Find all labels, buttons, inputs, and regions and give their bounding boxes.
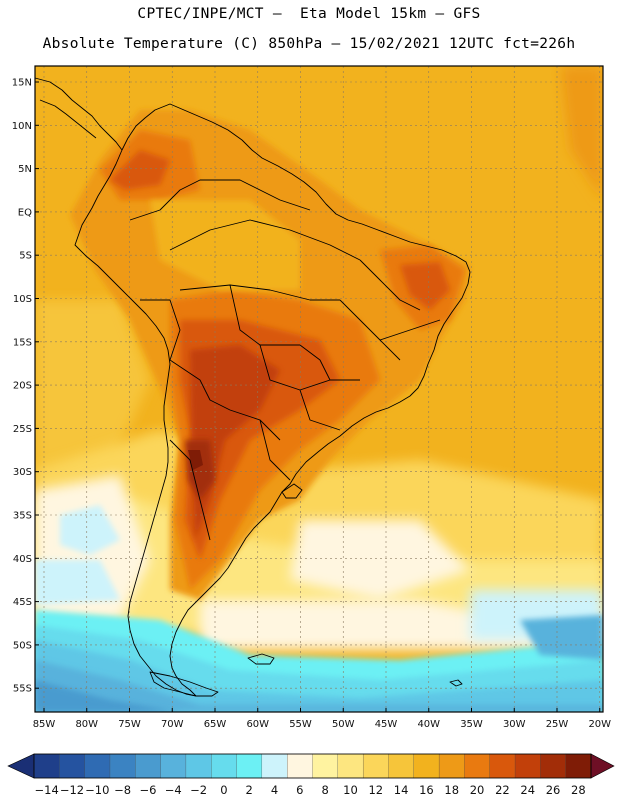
colorbar-swatch xyxy=(160,753,187,779)
colorbar-swatch xyxy=(337,753,364,779)
colorbar-label: −10 xyxy=(85,783,109,797)
lat-tick-label: 15S xyxy=(13,337,32,348)
colorbar-label: −2 xyxy=(190,783,207,797)
colorbar-swatch xyxy=(438,753,465,779)
colorbar-swatch xyxy=(464,753,491,779)
map-title-line2: Absolute Temperature (C) 850hPa – 15/02/… xyxy=(42,36,576,52)
lat-tick-label: 5S xyxy=(19,251,32,262)
colorbar-swatch xyxy=(565,753,592,779)
lon-tick-label: 70W xyxy=(161,719,184,730)
colorbar-swatch xyxy=(59,753,86,779)
colorbar-swatch xyxy=(33,753,60,779)
lat-tick-label: 25S xyxy=(13,424,32,435)
colorbar-swatch xyxy=(362,753,389,779)
colorbar-swatch xyxy=(514,753,541,779)
lon-tick-label: 75W xyxy=(118,719,141,730)
colorbar-label: 20 xyxy=(470,783,485,797)
lon-tick-label: 65W xyxy=(204,719,227,730)
coastline-and-borders xyxy=(34,77,471,697)
longitude-axis: 85W 80W 75W 70W 65W 60W 55W 50W 45W 40W 35W 30W 25W 2… xyxy=(33,708,611,730)
lon-tick-label: 40W xyxy=(417,719,440,730)
colorbar-label: 18 xyxy=(444,783,459,797)
lat-tick-label: 35S xyxy=(13,511,32,522)
map-frame xyxy=(34,65,604,713)
colorbar-label: 16 xyxy=(419,783,434,797)
colorbar-label: 4 xyxy=(271,783,278,797)
colorbar-label: 6 xyxy=(296,783,303,797)
lon-tick-label: 30W xyxy=(503,719,526,730)
colorbar-label: −8 xyxy=(114,783,131,797)
colorbar-label: 12 xyxy=(368,783,383,797)
colorbar-swatch xyxy=(185,753,212,779)
lon-tick-label: 35W xyxy=(460,719,483,730)
colorbar-swatch xyxy=(312,753,339,779)
colorbar-swatch xyxy=(287,753,313,779)
lon-tick-label: 55W xyxy=(289,719,312,730)
colorbar-min-arrow xyxy=(7,753,35,779)
colorbar-swatch xyxy=(413,753,440,779)
lon-tick-label: 45W xyxy=(375,719,398,730)
colorbar-label: 24 xyxy=(520,783,535,797)
lon-tick-label: 80W xyxy=(75,719,98,730)
lat-tick-label: 10S xyxy=(13,294,32,305)
colorbar-swatch xyxy=(84,753,111,779)
colorbar-label: 26 xyxy=(546,783,561,797)
lat-tick-label: 55S xyxy=(13,684,32,695)
lon-tick-label: 60W xyxy=(246,719,269,730)
colorbar-label: 0 xyxy=(220,783,227,797)
lat-tick-label: 30S xyxy=(13,467,32,478)
lon-tick-label: 25W xyxy=(546,719,569,730)
lon-tick-label: 50W xyxy=(332,719,355,730)
colorbar-label: 28 xyxy=(571,783,586,797)
map-title-line1: CPTEC/INPE/MCT – Eta Model 15km – GFS xyxy=(137,6,481,22)
colorbar-swatch xyxy=(236,753,263,779)
lat-tick-label: 50S xyxy=(13,640,32,651)
colorbar-label: −14 xyxy=(35,783,59,797)
colorbar-swatch xyxy=(261,753,288,779)
lat-tick-label: 40S xyxy=(13,554,32,565)
colorbar-swatch xyxy=(540,753,567,779)
colorbar-label: 22 xyxy=(495,783,510,797)
lat-tick-label: 45S xyxy=(13,597,32,608)
colorbar-swatch xyxy=(211,753,237,779)
colorbar-swatch xyxy=(388,753,415,779)
lat-tick-label: 20S xyxy=(13,381,32,392)
lat-tick-label: 5N xyxy=(18,164,32,175)
colorbar-label: −12 xyxy=(60,783,84,797)
latitude-axis: 15N 10N 5N EQ 5S 10S 15S 20S 25S 30S 35S 40S 45S 50S 5… xyxy=(12,78,39,695)
lon-tick-label: 20W xyxy=(588,719,611,730)
color-legend: −14 −12 −10 −8 −6 −4 −2 0 2 4 6 8 10 12 14 16 18 20 22 24 26… xyxy=(7,753,615,797)
colorbar-swatch xyxy=(109,753,136,779)
colorbar-max-arrow xyxy=(590,753,615,779)
colorbar-label: 10 xyxy=(343,783,358,797)
lat-tick-label: 15N xyxy=(12,78,32,89)
colorbar-label: −6 xyxy=(139,783,156,797)
colorbar-swatch xyxy=(489,753,516,779)
colorbar-label: −4 xyxy=(165,783,182,797)
colorbar-label: 2 xyxy=(246,783,253,797)
lat-tick-label: 10N xyxy=(12,121,32,132)
colorbar-label: 14 xyxy=(394,783,409,797)
lat-tick-label: EQ xyxy=(18,207,32,218)
lon-tick-label: 85W xyxy=(33,719,56,730)
colorbar-label: 8 xyxy=(321,783,328,797)
colorbar-swatch xyxy=(135,753,162,779)
temperature-field xyxy=(35,66,603,712)
